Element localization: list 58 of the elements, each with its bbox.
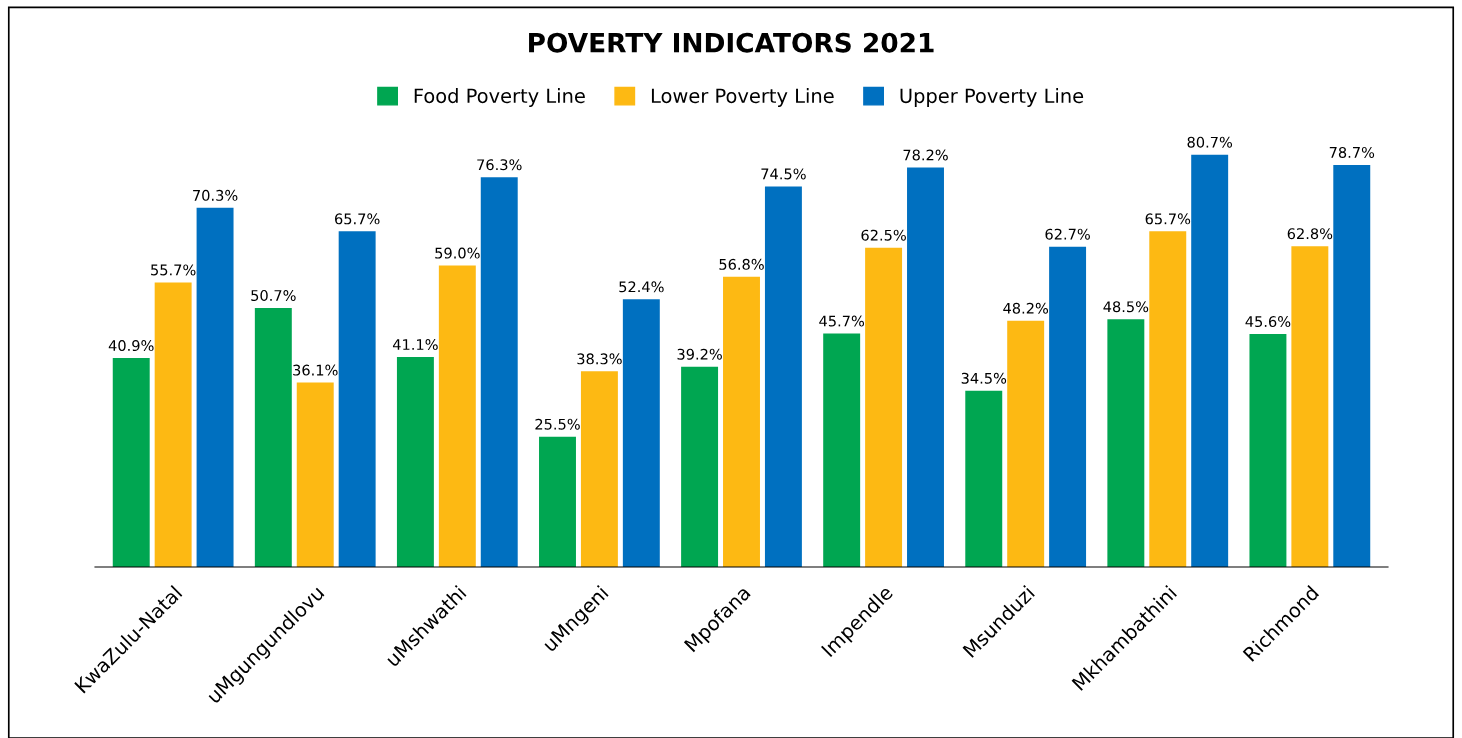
data-label: 45.7% <box>819 315 865 327</box>
data-label: 78.2% <box>903 149 948 161</box>
data-label: 62.5% <box>861 229 906 241</box>
bar <box>622 299 660 567</box>
bar <box>196 207 234 567</box>
data-label: 59.0% <box>435 247 480 259</box>
bar <box>112 358 150 567</box>
data-label: 80.7% <box>1187 136 1233 148</box>
bar <box>396 357 434 567</box>
bar <box>338 231 376 567</box>
bar <box>907 167 944 567</box>
data-label: 41.1% <box>392 339 438 351</box>
bar <box>1107 319 1145 567</box>
data-label: 70.3% <box>193 189 238 201</box>
bar <box>723 276 760 567</box>
data-label: 25.5% <box>535 418 580 430</box>
bar <box>1007 320 1045 567</box>
data-label: 62.8% <box>1287 228 1333 240</box>
data-label: 56.8% <box>719 258 764 270</box>
bar <box>823 333 861 567</box>
data-label: 62.7% <box>1045 228 1090 240</box>
bar <box>965 390 1003 567</box>
bar <box>1149 231 1187 567</box>
data-label: 65.7% <box>1145 213 1191 225</box>
bar <box>865 247 903 567</box>
data-label: 45.6% <box>1245 316 1291 328</box>
legend-label: Upper Poverty Line <box>900 88 1084 107</box>
bar <box>1049 246 1087 567</box>
data-label: 34.5% <box>961 372 1007 384</box>
data-label: 78.7% <box>1329 146 1375 158</box>
bar <box>438 265 476 567</box>
data-label: 36.1% <box>293 364 338 376</box>
data-label: 52.4% <box>619 281 664 293</box>
bar <box>254 307 292 567</box>
data-label: 38.3% <box>577 353 622 365</box>
data-label: 50.7% <box>251 289 296 301</box>
bar <box>1333 164 1371 567</box>
bar <box>681 366 719 567</box>
data-label: 55.7% <box>151 264 196 276</box>
data-label: 48.5% <box>1103 301 1149 313</box>
legend-label: Lower Poverty Line <box>651 88 834 107</box>
bar <box>1291 246 1329 567</box>
bar <box>480 177 518 567</box>
bar <box>764 186 802 567</box>
data-label: 76.3% <box>477 159 522 171</box>
chart-title: POVERTY INDICATORS 2021 <box>529 32 934 53</box>
legend-label: Food Poverty Line <box>414 88 585 107</box>
bar <box>1191 154 1229 567</box>
bar <box>296 382 334 567</box>
data-label: 74.5% <box>761 168 806 180</box>
data-label: 48.2% <box>1003 302 1049 314</box>
bar <box>580 371 618 567</box>
data-label: 65.7% <box>335 213 380 225</box>
bar <box>539 436 576 567</box>
bar <box>154 282 192 567</box>
data-label: 40.9% <box>108 340 154 352</box>
bar <box>1249 334 1287 567</box>
data-label: 39.2% <box>677 348 722 360</box>
